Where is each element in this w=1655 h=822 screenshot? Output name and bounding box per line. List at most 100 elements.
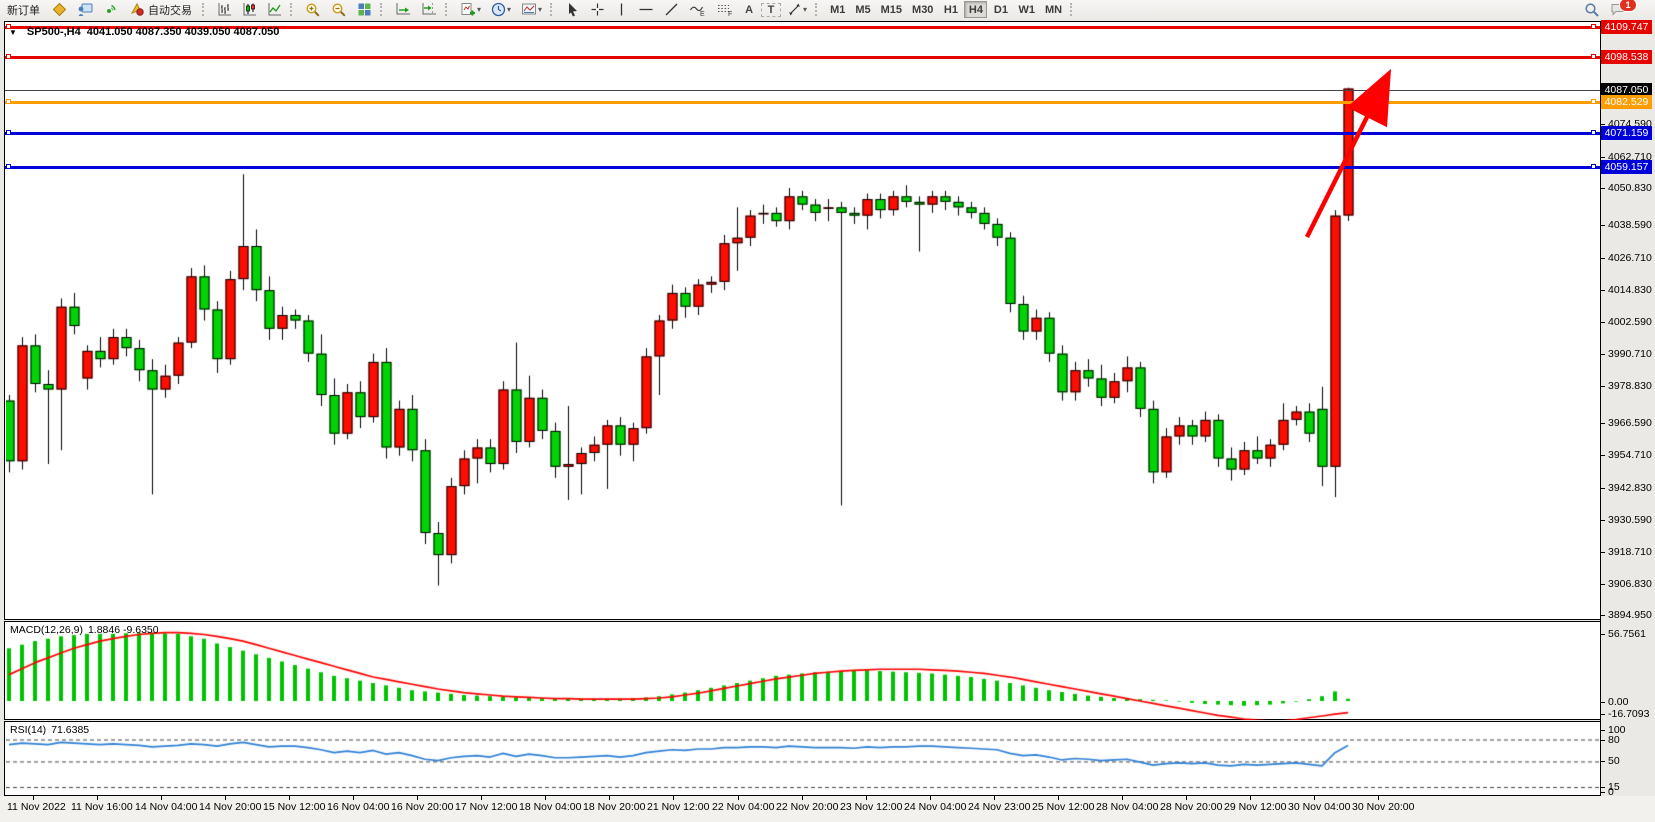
rsi-value: 71.6385	[51, 724, 90, 736]
price-tick	[1601, 225, 1605, 226]
auto-scroll-icon[interactable]	[391, 1, 415, 18]
time-axis[interactable]: 11 Nov 2022 11 Nov 16:00 14 Nov 04:00 14 No…	[0, 796, 1655, 822]
line-handle[interactable]	[1591, 54, 1596, 59]
time-tick	[1058, 796, 1059, 800]
indicators-button[interactable]	[456, 1, 485, 18]
rsi-canvas[interactable]	[6, 723, 1601, 796]
tile-windows-icon[interactable]	[353, 1, 376, 18]
arrows-tool[interactable]	[783, 1, 811, 18]
time-tick-label: 14 Nov 20:00	[199, 801, 262, 813]
periods-button[interactable]	[487, 1, 515, 18]
vertical-line-tool[interactable]	[611, 1, 632, 18]
auto-trading-label: 自动交易	[148, 4, 192, 17]
line-handle[interactable]	[1591, 99, 1596, 104]
hline-4059.157[interactable]	[5, 166, 1600, 169]
price-tick-label: 3954.710	[1608, 449, 1652, 461]
time-tick	[738, 796, 739, 800]
chevron-down-icon	[507, 5, 511, 14]
rsi-tick-label: 100	[1608, 724, 1626, 736]
timeframe-button-m5[interactable]: M5	[851, 1, 874, 18]
line-handle[interactable]	[1591, 164, 1596, 169]
price-badge: 4098.538	[1601, 50, 1652, 64]
time-tick-label: 15 Nov 12:00	[263, 801, 326, 813]
time-tick	[930, 796, 931, 800]
hline-4082.529[interactable]	[5, 101, 1600, 104]
timeframe-button-d1[interactable]: D1	[989, 1, 1012, 18]
line-handle[interactable]	[6, 54, 11, 59]
time-tick	[1122, 796, 1123, 800]
timeframe-button-m30[interactable]: M30	[908, 1, 937, 18]
rsi-tick-label: 0	[1608, 786, 1614, 798]
timeframe-button-mn[interactable]: MN	[1041, 1, 1066, 18]
price-tick	[1601, 354, 1605, 355]
time-tick-label: 14 Nov 04:00	[135, 801, 198, 813]
line-handle[interactable]	[6, 99, 11, 104]
crosshair-tool[interactable]	[586, 1, 609, 18]
price-tick	[1601, 290, 1605, 291]
current-price-line[interactable]	[5, 90, 1600, 91]
line-handle[interactable]	[1591, 130, 1596, 135]
notification-badge: 1	[1619, 0, 1637, 12]
rsi-tick-label: 50	[1608, 755, 1620, 767]
time-tick	[289, 796, 290, 800]
timeframe-button-h4[interactable]: H4	[964, 1, 988, 18]
price-tick	[1601, 455, 1605, 456]
time-tick-label: 30 Nov 20:00	[1352, 801, 1415, 813]
rsi-tick	[1601, 730, 1605, 731]
symbol-dropdown-icon[interactable]	[9, 26, 21, 38]
auto-trading-button[interactable]: 自动交易	[124, 1, 198, 18]
equidistant-channel-tool[interactable]: E	[685, 1, 710, 18]
time-tick-label: 16 Nov 04:00	[327, 801, 390, 813]
macd-canvas[interactable]	[6, 623, 1601, 720]
time-tick-label: 28 Nov 04:00	[1096, 801, 1159, 813]
time-tick-label: 30 Nov 04:00	[1288, 801, 1351, 813]
notifications-icon[interactable]: 1	[1606, 0, 1648, 18]
time-tick-label: 11 Nov 16:00	[71, 801, 133, 813]
time-tick-label: 28 Nov 20:00	[1160, 801, 1223, 813]
toolbar-grip	[202, 3, 209, 16]
broadcast-icon[interactable]	[99, 1, 122, 18]
zoom-out-icon[interactable]	[327, 1, 351, 18]
timeframe-button-m1[interactable]: M1	[826, 1, 849, 18]
fibonacci-tool[interactable]: F	[712, 1, 737, 18]
chevron-down-icon	[538, 5, 542, 14]
horizontal-line-tool[interactable]	[634, 1, 658, 18]
hline-4071.159[interactable]	[5, 132, 1600, 135]
hline-4098.538[interactable]	[5, 56, 1600, 59]
time-tick	[225, 796, 226, 800]
line-handle[interactable]	[1591, 24, 1596, 29]
candlestick-chart-icon[interactable]	[238, 1, 261, 18]
line-handle[interactable]	[6, 130, 11, 135]
meta-editor-icon[interactable]	[73, 1, 97, 18]
toolbar-grip	[815, 3, 822, 16]
timeframe-button-m15[interactable]: M15	[877, 1, 906, 18]
timeframe-button-h1[interactable]: H1	[939, 1, 962, 18]
cursor-tool[interactable]	[561, 1, 584, 18]
rsi-tick	[1601, 761, 1605, 762]
timeframe-button-w1[interactable]: W1	[1014, 1, 1039, 18]
line-chart-icon[interactable]	[263, 1, 286, 18]
line-handle[interactable]	[6, 164, 11, 169]
hline-4109.747[interactable]	[5, 26, 1600, 29]
price-tick	[1601, 488, 1605, 489]
text-tool[interactable]: A	[739, 1, 759, 18]
new-order-button[interactable]: 新订单	[1, 1, 46, 18]
macd-tick	[1601, 634, 1605, 635]
candlestick-canvas[interactable]	[6, 23, 1601, 620]
market-watch-icon[interactable]	[48, 1, 71, 18]
chevron-down-icon	[803, 5, 807, 14]
time-tick	[97, 796, 98, 800]
price-badge: 4059.157	[1601, 160, 1652, 174]
toolbar-grip	[445, 3, 452, 16]
chevron-down-icon	[477, 5, 481, 14]
bar-chart-icon[interactable]	[213, 1, 236, 18]
zoom-in-icon[interactable]	[301, 1, 325, 18]
search-icon[interactable]	[1580, 1, 1604, 18]
trendline-tool[interactable]	[660, 1, 683, 18]
chart-shift-icon[interactable]	[417, 1, 441, 18]
templates-button[interactable]	[517, 1, 546, 18]
macd-tick	[1601, 702, 1605, 703]
text-label-tool[interactable]: T	[761, 2, 782, 17]
price-tick	[1601, 423, 1605, 424]
rsi-tick	[1601, 740, 1605, 741]
